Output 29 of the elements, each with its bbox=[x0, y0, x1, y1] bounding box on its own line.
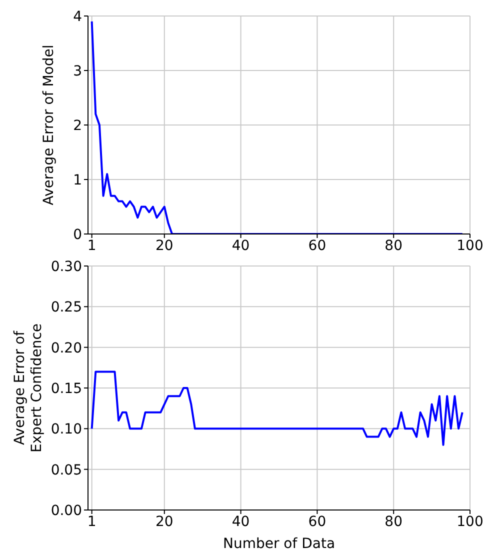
x-tick-label: 20 bbox=[155, 514, 174, 530]
y-tick-label: 0.30 bbox=[50, 258, 82, 275]
line-series bbox=[90, 370, 464, 446]
x-tick-label: 80 bbox=[384, 238, 403, 254]
y-tick-label: 0.00 bbox=[50, 502, 82, 519]
x-tick-label: 100 bbox=[456, 514, 484, 530]
x-tick-label: 60 bbox=[308, 514, 326, 530]
x-tick-label: 1 bbox=[87, 514, 96, 530]
x-tick-label: 100 bbox=[456, 238, 484, 254]
y-axis-title: Average Error of Expert Confidence bbox=[12, 322, 46, 455]
y-axis-title: Average Error of Model bbox=[41, 44, 58, 208]
y-tick-label: 0.10 bbox=[50, 422, 82, 438]
y-tick-label: 4 bbox=[73, 8, 82, 25]
y-tick-label: 1 bbox=[73, 172, 82, 188]
y-tick-label: 0 bbox=[73, 226, 82, 243]
x-tick-label: 1 bbox=[87, 238, 96, 254]
x-tick-label: 20 bbox=[155, 238, 174, 254]
y-tick-label: 0.05 bbox=[50, 462, 82, 478]
x-tick-label: 40 bbox=[232, 238, 250, 254]
y-tick-label: 0.25 bbox=[50, 300, 82, 316]
x-tick-label: 40 bbox=[232, 514, 250, 530]
y-tick-label: 0.15 bbox=[50, 380, 82, 397]
line-series bbox=[90, 20, 464, 234]
y-tick-label: 3 bbox=[73, 63, 82, 80]
y-tick-label: 2 bbox=[73, 118, 82, 134]
x-axis-title: Number of Data bbox=[222, 536, 336, 552]
y-tick-label: 0.20 bbox=[50, 340, 82, 356]
x-tick-label: 60 bbox=[308, 238, 326, 254]
x-tick-label: 80 bbox=[384, 514, 403, 530]
